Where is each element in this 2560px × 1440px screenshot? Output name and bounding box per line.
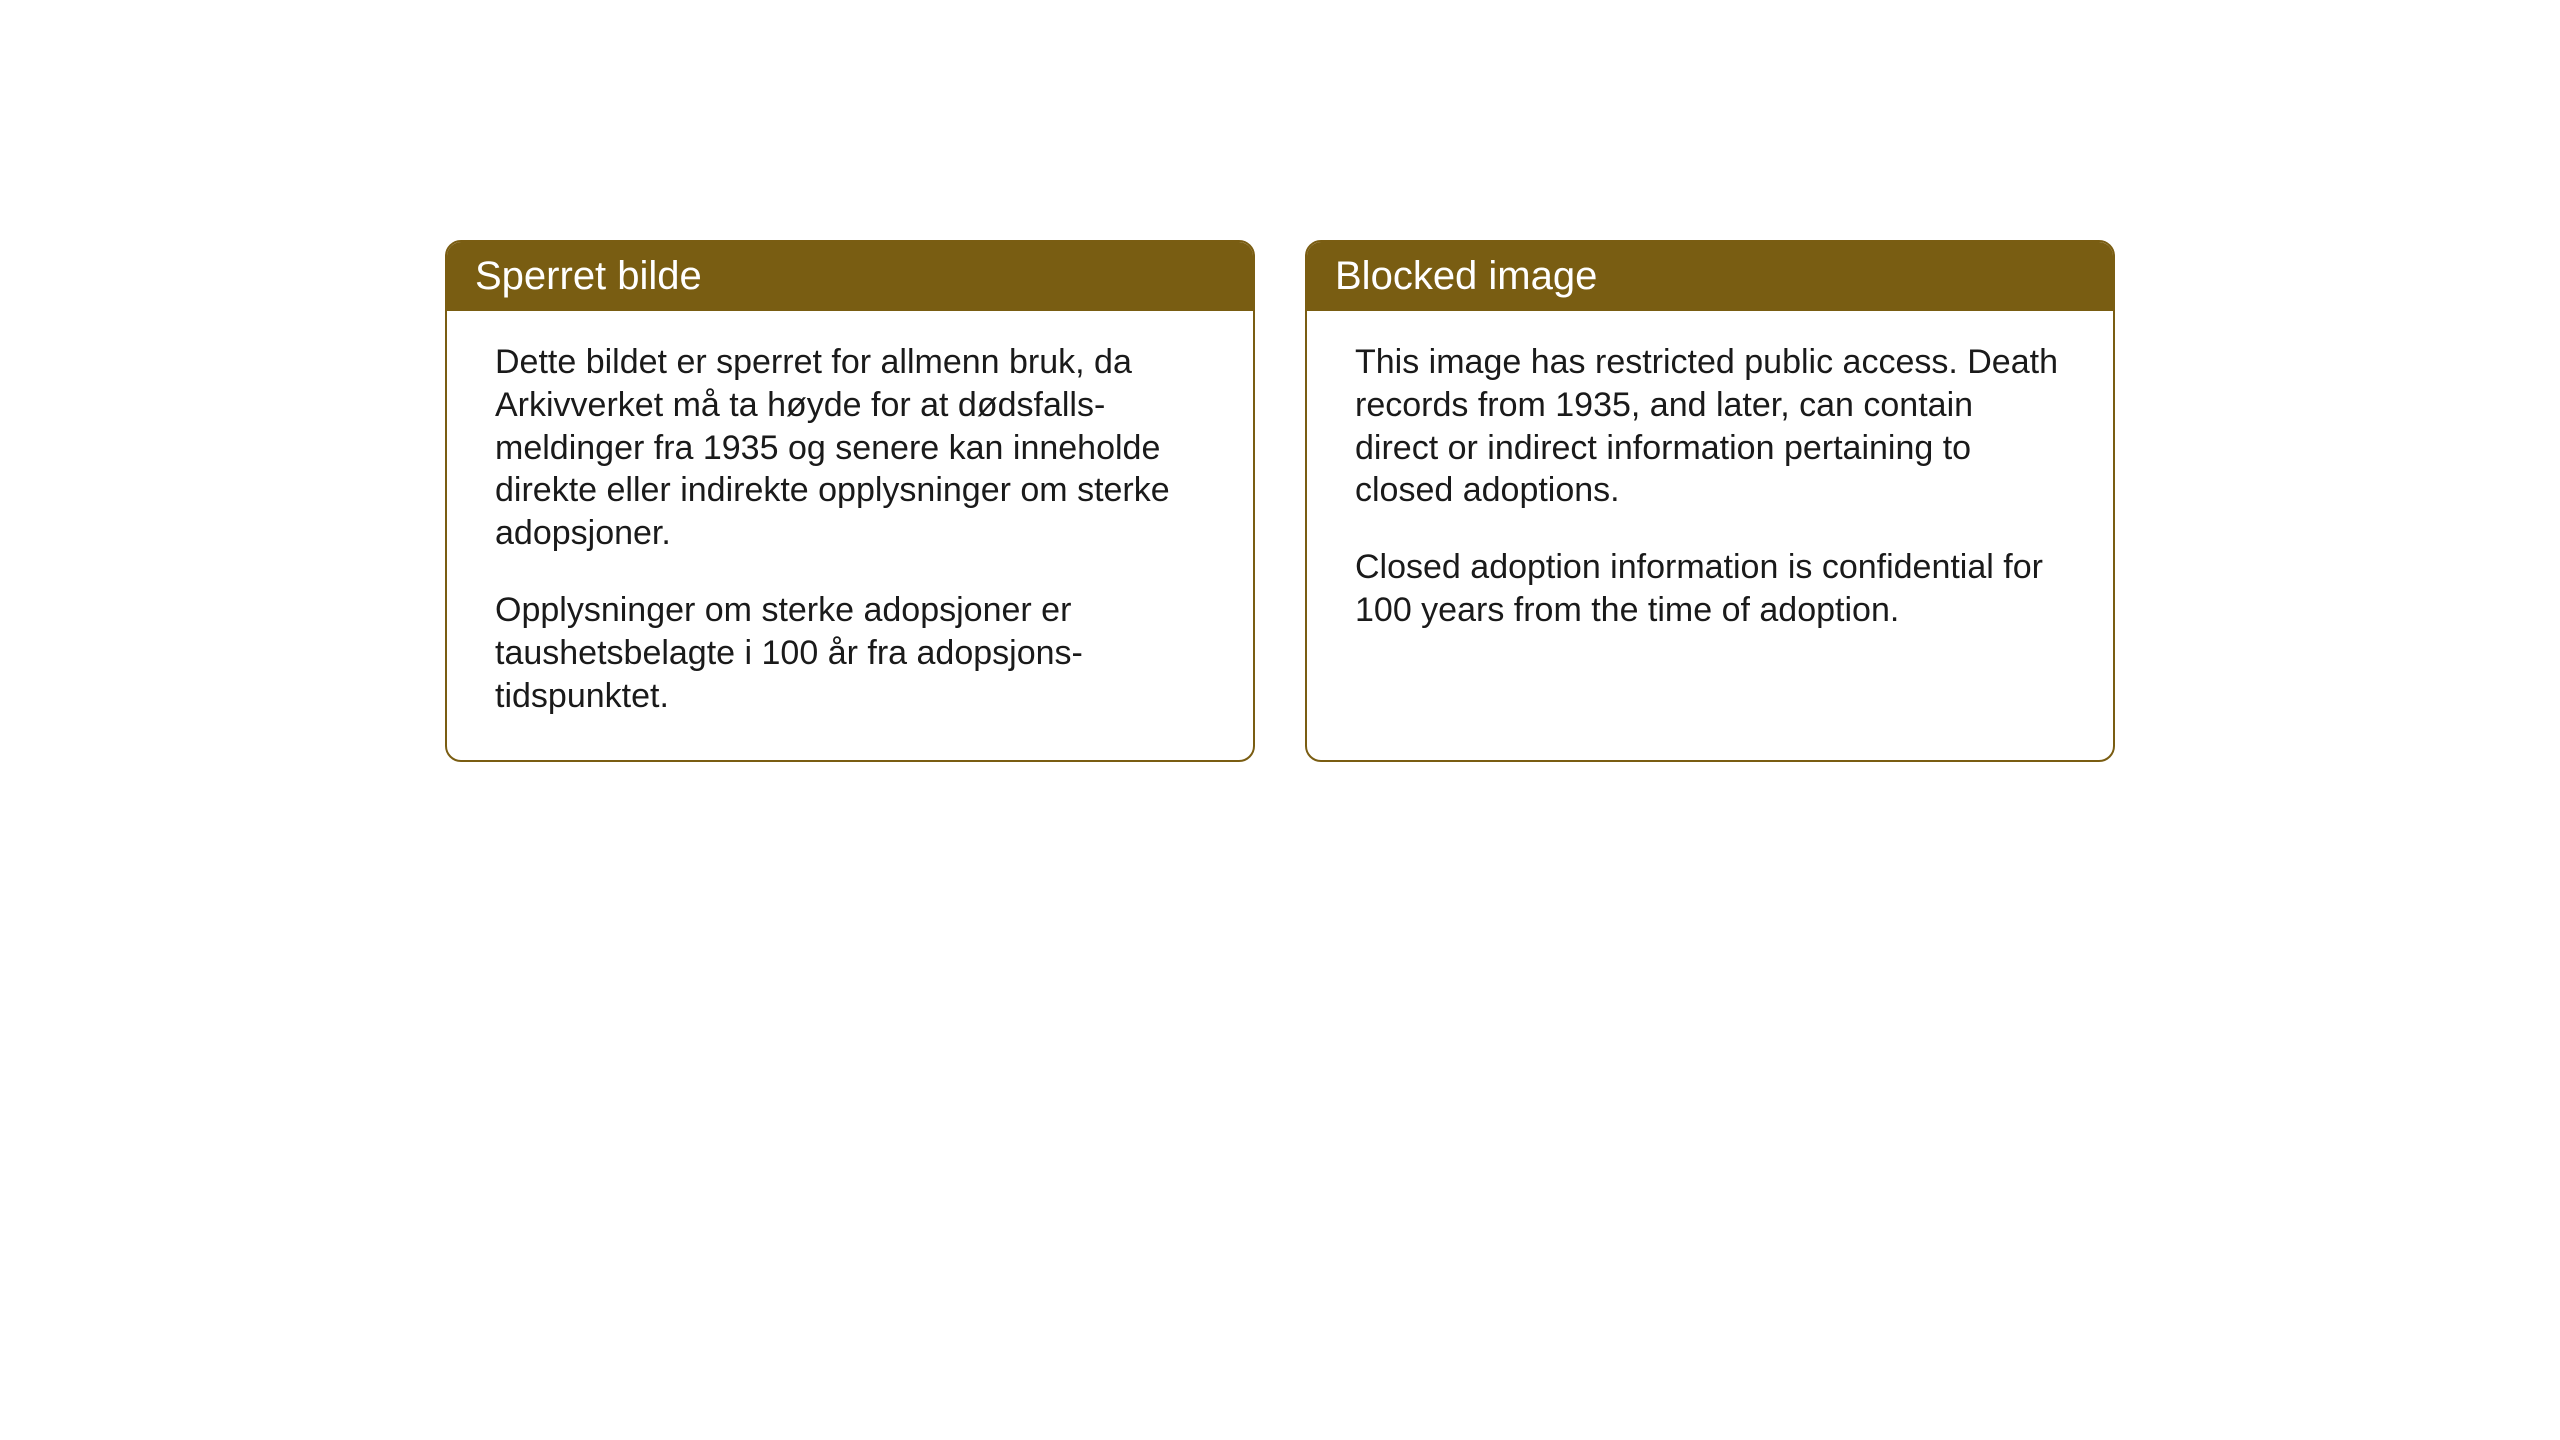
- notice-cards-container: Sperret bilde Dette bildet er sperret fo…: [445, 240, 2115, 762]
- card-title-english: Blocked image: [1335, 254, 1597, 298]
- card-paragraph-2-norwegian: Opplysninger om sterke adopsjoner er tau…: [495, 589, 1205, 717]
- card-header-english: Blocked image: [1307, 242, 2113, 311]
- card-paragraph-1-norwegian: Dette bildet er sperret for allmenn bruk…: [495, 341, 1205, 555]
- card-title-norwegian: Sperret bilde: [475, 254, 702, 298]
- card-paragraph-2-english: Closed adoption information is confident…: [1355, 546, 2065, 632]
- card-paragraph-1-english: This image has restricted public access.…: [1355, 341, 2065, 512]
- notice-card-english: Blocked image This image has restricted …: [1305, 240, 2115, 762]
- card-body-norwegian: Dette bildet er sperret for allmenn bruk…: [447, 311, 1253, 760]
- notice-card-norwegian: Sperret bilde Dette bildet er sperret fo…: [445, 240, 1255, 762]
- card-header-norwegian: Sperret bilde: [447, 242, 1253, 311]
- card-body-english: This image has restricted public access.…: [1307, 311, 2113, 674]
